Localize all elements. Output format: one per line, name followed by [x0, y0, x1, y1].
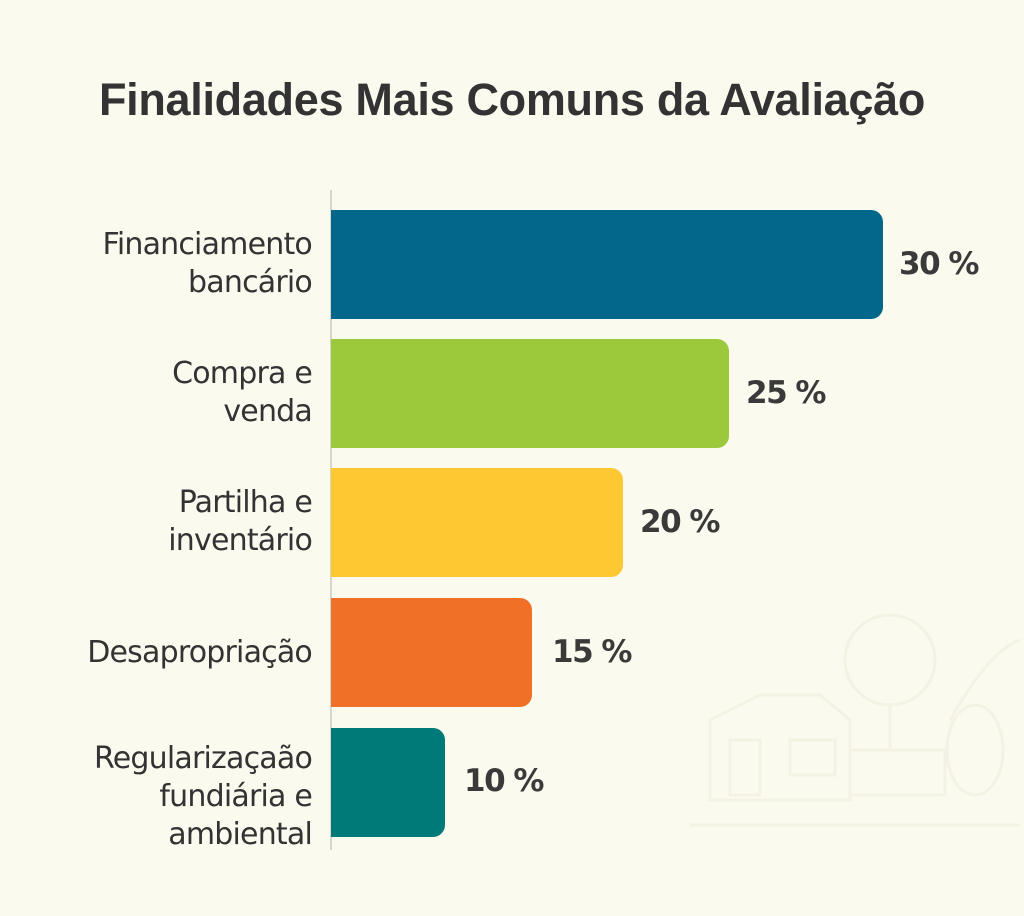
category-label: Financiamento bancário	[102, 227, 313, 300]
category-label: Regularizaçaão fundiária e ambiental	[94, 741, 313, 852]
chart-title: Finalidades Mais Comuns da Avaliação	[98, 74, 926, 125]
category-label: Desapropriação	[87, 635, 313, 670]
bar-partilha	[331, 468, 623, 577]
value-label: 30 %	[899, 246, 980, 282]
value-label: 10 %	[464, 763, 545, 799]
category-label: Partilha e inventário	[168, 485, 313, 558]
bar-desapropriacao	[331, 598, 532, 707]
value-label: 20 %	[640, 504, 721, 540]
bar-regularizacao	[331, 728, 445, 837]
house-tree-illustration-icon	[690, 613, 1020, 827]
category-label: Compra e venda	[172, 356, 313, 429]
bar-compra-venda	[331, 339, 729, 448]
bar-financiamento	[331, 210, 883, 319]
value-label: 25 %	[746, 375, 827, 411]
value-label: 15 %	[552, 634, 633, 670]
